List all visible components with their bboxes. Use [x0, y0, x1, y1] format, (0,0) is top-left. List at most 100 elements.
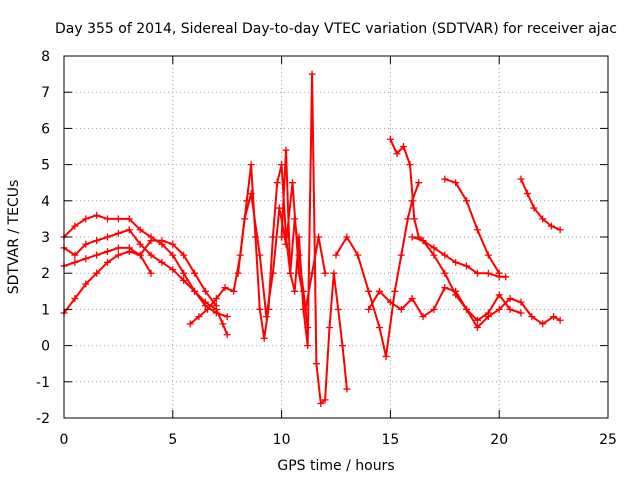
- series-arc-10: [365, 284, 525, 324]
- series-line: [189, 163, 309, 340]
- y-tick-label: 5: [41, 158, 50, 174]
- data-point: [114, 251, 122, 259]
- data-point: [382, 352, 390, 360]
- data-point: [473, 316, 481, 324]
- series-arc-4: [60, 247, 155, 317]
- data-point: [523, 190, 531, 198]
- data-point: [256, 251, 264, 259]
- data-point: [452, 287, 460, 295]
- data-point: [539, 320, 547, 328]
- grid: [64, 56, 608, 418]
- data-point: [339, 342, 347, 350]
- data-point: [419, 237, 427, 245]
- data-point: [547, 222, 555, 230]
- data-point: [463, 305, 471, 313]
- data-point: [391, 287, 399, 295]
- x-tick-label: 0: [60, 432, 69, 448]
- data-point: [93, 237, 101, 245]
- data-point: [71, 295, 79, 303]
- y-tick-label: 7: [41, 85, 50, 101]
- series-layer: [60, 70, 564, 408]
- data-point: [415, 179, 423, 187]
- data-point: [506, 295, 514, 303]
- x-tick-label: 15: [381, 432, 399, 448]
- data-point: [114, 229, 122, 237]
- data-point: [114, 215, 122, 223]
- data-point: [288, 179, 296, 187]
- data-point: [71, 258, 79, 266]
- series-arc-11: [408, 233, 510, 281]
- data-point: [286, 269, 294, 277]
- data-point: [136, 251, 144, 259]
- data-point: [71, 251, 79, 259]
- chart-title: Day 355 of 2014, Sidereal Day-to-day VTE…: [55, 21, 617, 37]
- data-point: [93, 251, 101, 259]
- data-point: [308, 70, 316, 78]
- data-point: [169, 251, 177, 259]
- data-point: [441, 175, 449, 183]
- data-point: [158, 258, 166, 266]
- data-point: [430, 244, 438, 252]
- data-point: [539, 215, 547, 223]
- data-point: [463, 197, 471, 205]
- data-point: [223, 313, 231, 321]
- y-tick-label: 6: [41, 121, 50, 137]
- data-point: [82, 240, 90, 248]
- data-point: [473, 269, 481, 277]
- data-point: [247, 190, 255, 198]
- data-point: [517, 309, 525, 317]
- data-point: [484, 309, 492, 317]
- data-point: [82, 215, 90, 223]
- data-point: [399, 143, 407, 150]
- y-tick-label: -1: [36, 375, 50, 391]
- data-point: [201, 298, 209, 306]
- data-point: [273, 179, 281, 187]
- data-point: [291, 287, 299, 295]
- data-point: [312, 360, 320, 368]
- data-point: [269, 233, 277, 241]
- data-point: [223, 331, 231, 339]
- data-point: [556, 316, 564, 324]
- x-tick-label: 5: [168, 432, 177, 448]
- data-point: [275, 204, 283, 212]
- data-point: [230, 287, 238, 295]
- data-point: [282, 146, 290, 154]
- ticks: [63, 55, 609, 419]
- data-point: [125, 226, 133, 234]
- data-point: [441, 251, 449, 259]
- data-point: [114, 244, 122, 252]
- data-point: [221, 284, 229, 292]
- data-point: [104, 233, 112, 241]
- data-point: [343, 233, 351, 241]
- series-arc-12: [441, 175, 503, 277]
- data-point: [201, 287, 209, 295]
- y-tick-label: 1: [41, 302, 50, 318]
- data-point: [104, 215, 112, 223]
- data-point: [180, 269, 188, 277]
- y-axis-label: SDTVAR / TECUs: [6, 180, 22, 295]
- data-point: [550, 313, 558, 321]
- data-point: [212, 295, 220, 303]
- x-tick-labels: 0 5 10 15 20 25: [60, 432, 617, 448]
- y-tick-label: 0: [41, 339, 50, 355]
- data-point: [169, 266, 177, 274]
- data-point: [408, 295, 416, 303]
- data-point: [186, 320, 194, 328]
- data-point: [386, 135, 394, 143]
- data-point: [484, 269, 492, 277]
- data-point: [234, 269, 242, 277]
- data-point: [247, 161, 255, 169]
- data-point: [104, 258, 112, 266]
- data-point: [241, 215, 249, 223]
- data-point: [212, 302, 220, 310]
- data-point: [295, 233, 303, 241]
- series-line: [280, 73, 348, 405]
- data-point: [104, 247, 112, 255]
- data-point: [502, 273, 510, 281]
- data-point: [219, 320, 227, 328]
- data-point: [441, 269, 449, 277]
- data-point: [452, 179, 460, 187]
- series-arc-8: [332, 179, 423, 360]
- data-point: [191, 287, 199, 295]
- data-point: [321, 396, 329, 404]
